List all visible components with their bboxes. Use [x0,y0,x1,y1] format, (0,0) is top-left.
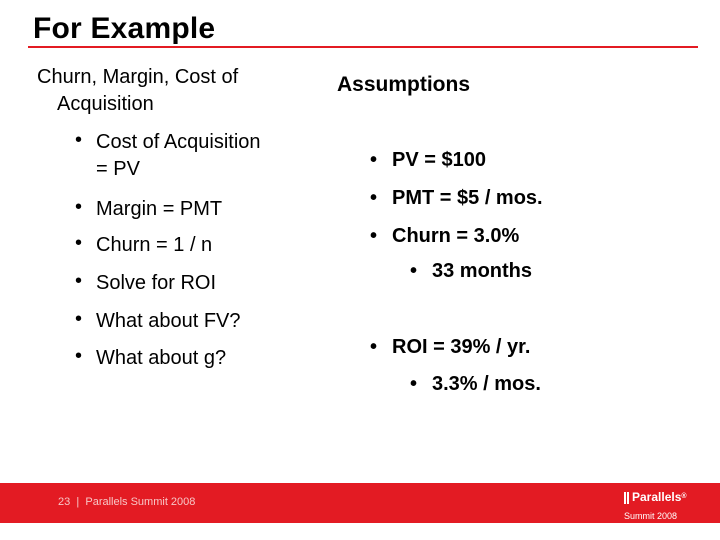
assumption-text: 33 months [432,260,533,282]
bullet-marker: • [370,187,378,209]
bullet-text: Churn = 1 / n [96,234,213,256]
bullet-text: What about g? [96,347,227,369]
bullet-text-line2: = PV [96,158,140,180]
footer-bar: 23 | Parallels Summit 2008 Parallels® Su… [0,483,720,523]
bullet-marker: • [410,260,418,282]
bullet-marker: • [370,149,378,171]
bullet-marker: • [370,225,378,247]
bullet-marker: • [75,308,83,330]
bullet-marker: • [75,270,83,292]
bullet-marker: • [75,196,83,218]
left-heading: Churn, Margin, Cost of Acquisition [37,64,297,118]
bullet-marker: • [75,129,83,151]
assumption-text: ROI = 39% / yr. [392,336,531,358]
left-heading-line2: Acquisition [57,93,154,115]
bullet-marker: • [410,373,418,395]
bullet-marker: • [75,232,83,254]
bullet-text: Margin = PMT [96,198,223,220]
slide-title: For Example [33,12,216,45]
footer-text: 23 | Parallels Summit 2008 [58,496,195,508]
bullet-marker: • [75,345,83,367]
bullet-text-line1: Cost of Acquisition [96,131,261,153]
assumption-text: PMT = $5 / mos. [392,187,543,209]
footer-event-name: Parallels Summit 2008 [85,496,196,508]
assumption-text: Churn = 3.0% [392,225,520,247]
title-divider [28,46,698,48]
assumptions-heading: Assumptions [337,73,471,96]
bullet-text: Solve for ROI [96,272,217,294]
parallels-logo: Parallels® Summit 2008 [624,491,687,521]
parallels-bars-icon [624,491,630,509]
left-heading-line1: Churn, Margin, Cost of [37,66,239,88]
logo-subtitle: Summit 2008 [624,511,678,521]
assumption-text: 3.3% / mos. [432,373,541,395]
assumption-text: PV = $100 [392,149,486,171]
page-number: 23 [58,496,71,508]
bullet-text: What about FV? [96,310,241,332]
logo-registered-mark: ® [681,493,687,500]
bullet-marker: • [370,336,378,358]
footer-separator: | [76,496,80,508]
logo-brand: Parallels [632,490,682,504]
